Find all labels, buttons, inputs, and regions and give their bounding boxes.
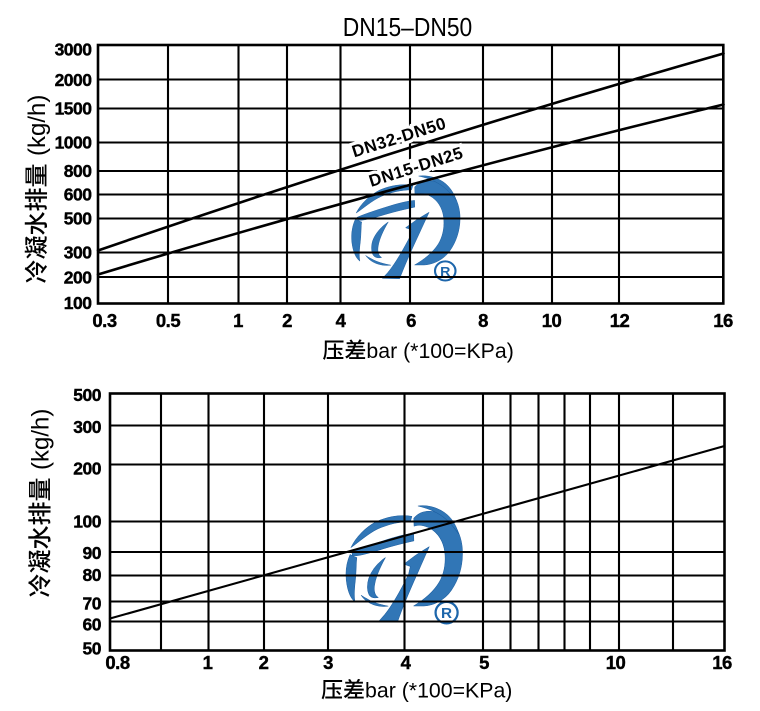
svg-text:16: 16 bbox=[713, 310, 733, 331]
svg-text:500: 500 bbox=[64, 209, 92, 229]
svg-text:1500: 1500 bbox=[55, 99, 93, 119]
svg-text:10: 10 bbox=[606, 652, 626, 673]
svg-text:3000: 3000 bbox=[55, 40, 93, 60]
svg-text:(kg/h): (kg/h) bbox=[28, 409, 55, 470]
svg-text:4: 4 bbox=[401, 652, 412, 673]
svg-text:1: 1 bbox=[203, 652, 213, 673]
svg-text:bar (*100=KPa): bar (*100=KPa) bbox=[365, 679, 512, 703]
svg-text:90: 90 bbox=[83, 543, 102, 563]
svg-text:500: 500 bbox=[73, 385, 101, 405]
svg-text:2: 2 bbox=[259, 652, 269, 673]
svg-text:6: 6 bbox=[406, 310, 416, 331]
svg-text:100: 100 bbox=[73, 512, 101, 532]
svg-text:12: 12 bbox=[610, 310, 630, 331]
svg-text:5: 5 bbox=[479, 652, 489, 673]
svg-text:3: 3 bbox=[323, 652, 333, 673]
svg-text:DN15–DN50: DN15–DN50 bbox=[343, 12, 473, 42]
svg-text:(kg/h): (kg/h) bbox=[24, 95, 51, 156]
svg-text:10: 10 bbox=[542, 310, 562, 331]
svg-text:600: 600 bbox=[64, 185, 92, 205]
svg-text:800: 800 bbox=[64, 161, 92, 181]
svg-text:200: 200 bbox=[73, 459, 101, 479]
svg-text:2000: 2000 bbox=[55, 70, 93, 90]
svg-text:80: 80 bbox=[83, 565, 102, 585]
svg-text:2: 2 bbox=[282, 310, 292, 331]
svg-text:70: 70 bbox=[83, 594, 102, 614]
svg-text:1000: 1000 bbox=[55, 133, 93, 153]
svg-text:1: 1 bbox=[233, 310, 243, 331]
svg-text:0.3: 0.3 bbox=[92, 310, 116, 331]
svg-text:0.8: 0.8 bbox=[105, 652, 129, 673]
svg-text:200: 200 bbox=[64, 268, 92, 288]
svg-text:50: 50 bbox=[83, 639, 102, 659]
svg-text:300: 300 bbox=[73, 417, 101, 437]
svg-text:60: 60 bbox=[83, 615, 102, 635]
svg-text:8: 8 bbox=[478, 310, 488, 331]
svg-text:0.5: 0.5 bbox=[156, 310, 180, 331]
svg-text:4: 4 bbox=[336, 310, 347, 331]
svg-text:300: 300 bbox=[64, 243, 92, 263]
svg-text:bar (*100=KPa): bar (*100=KPa) bbox=[366, 339, 513, 363]
svg-text:16: 16 bbox=[712, 652, 732, 673]
svg-text:100: 100 bbox=[64, 293, 92, 313]
